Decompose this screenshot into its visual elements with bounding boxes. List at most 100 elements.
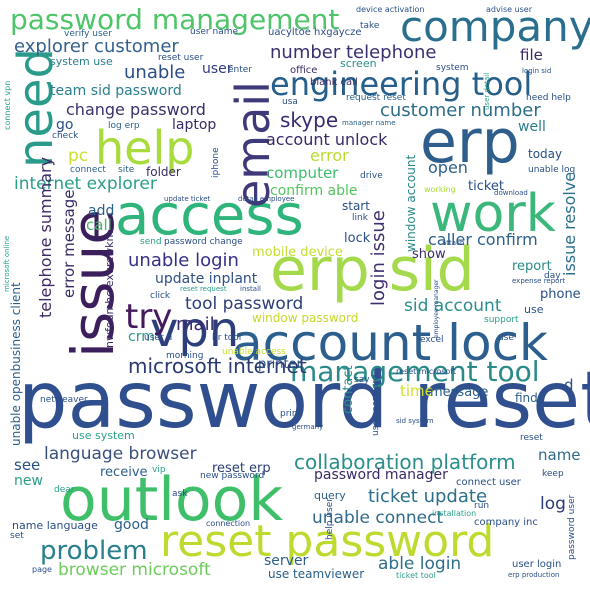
word-good: good	[114, 517, 149, 533]
word-netweaver: netweaver	[40, 395, 88, 405]
word-germany: germany	[292, 423, 324, 431]
word-page: page	[32, 565, 52, 574]
word-send: send	[140, 237, 162, 247]
word-attach: attach	[442, 239, 465, 247]
word-file: file	[520, 46, 543, 64]
word-problem: problem	[40, 536, 148, 566]
word-use-system: use system	[72, 429, 135, 442]
word-detail-employee: detail employee	[238, 195, 295, 203]
word-keep: keep	[542, 469, 564, 479]
word-mobile-device: mobile device	[252, 245, 343, 260]
word-receive: receive	[100, 465, 148, 480]
word-advise-user: advise user	[486, 5, 533, 14]
word-use: use	[524, 303, 544, 316]
word-window-account: window account	[404, 154, 418, 252]
word-new-password: new password	[200, 471, 265, 481]
word-manager-name: manager name	[342, 119, 396, 127]
word-company: company	[400, 2, 590, 51]
word-connection: connection	[206, 519, 251, 528]
word-management-tool: management tool	[290, 355, 540, 388]
word-message: message	[430, 385, 489, 400]
word-password-manager: password manager	[314, 467, 448, 483]
word-site: site	[118, 165, 135, 175]
word-query: query	[314, 489, 346, 502]
word-number-telephone: number telephone	[270, 42, 437, 63]
word-microsoft-online: microsoft online	[3, 235, 11, 292]
word-verify-user: verify user	[64, 29, 112, 39]
word-show: show	[412, 247, 446, 262]
word-unable-connect: unable connect	[312, 508, 444, 528]
word-system: system	[436, 63, 469, 73]
word-run: run	[474, 501, 490, 511]
word-open: open	[428, 158, 468, 177]
word-click: click	[150, 291, 171, 301]
word-internet-explorer: internet explorer	[14, 174, 157, 194]
word-ticket-update: ticket update	[368, 486, 488, 507]
word-screen: screen	[340, 57, 377, 70]
word-pc: pc	[68, 146, 89, 166]
word-use-2: use	[498, 333, 514, 343]
word-reset-microsoft: reset microsoft	[396, 367, 457, 376]
word-team-sid-password: team sid password	[50, 83, 182, 99]
word-enter: enter	[228, 65, 253, 75]
word-ticket-tool: ticket tool	[396, 571, 436, 580]
word-need-help: need help	[526, 93, 571, 103]
word-see: see	[14, 456, 41, 474]
word-connect-vpn: connect vpn	[3, 80, 12, 130]
word-print: print	[280, 409, 302, 419]
word-lock: lock	[344, 231, 371, 246]
word-laptop: laptop	[172, 117, 217, 133]
word-take: take	[360, 21, 380, 31]
word-unable: unable	[124, 62, 186, 83]
word-use-teamviewer: use teamviewer	[268, 567, 365, 581]
word-find: find	[515, 391, 538, 405]
word-confirm-able: confirm able	[270, 183, 358, 199]
word-go: go	[56, 117, 74, 133]
word-hr-tool: hr tool	[212, 333, 242, 343]
word-download: download	[494, 189, 528, 197]
word-log-erp: log erp	[108, 121, 140, 131]
word-crm: crm	[128, 329, 155, 345]
word-uacyltoe-hxgaycze: uacyltoe hxgaycze	[268, 27, 362, 38]
word-link: link	[352, 213, 368, 223]
word-computer: computer	[266, 164, 339, 182]
word-error-message: error message	[60, 189, 78, 299]
word-password-reset: password reset	[18, 356, 590, 446]
word-ticket: ticket	[468, 179, 505, 194]
word-help-user: help user	[325, 498, 335, 540]
word-password-user: password user	[567, 494, 577, 560]
word-company-inc: company inc	[474, 517, 538, 528]
word-login-sid: login sid	[522, 67, 552, 75]
word-telephone-summary: telephone summary	[36, 156, 55, 318]
word-report: report	[512, 259, 552, 274]
word-erp: erp	[420, 107, 520, 177]
word-tool-password: tool password	[185, 294, 304, 314]
word-iphone: iphone	[211, 147, 221, 178]
word-call: call	[86, 216, 112, 234]
word-erp-production: erp production	[508, 571, 560, 579]
word-user: user	[202, 61, 233, 77]
word-update-ticket: update ticket	[164, 195, 211, 203]
word-office: office	[290, 65, 318, 76]
word-name-language: name language	[12, 519, 98, 532]
word-well: well	[518, 119, 546, 135]
word-new: new	[14, 473, 43, 489]
word-unable-access: unable access	[222, 347, 286, 357]
word-d: d	[564, 376, 574, 394]
word-request-reset: request reset	[346, 93, 406, 103]
word-window-password: window password	[252, 311, 359, 325]
word-blank-call: blank call	[310, 77, 358, 88]
word-install: install	[240, 285, 261, 293]
word-today: today	[528, 147, 563, 161]
word-vpn: vpn	[150, 302, 240, 358]
word-language-browser: language browser	[44, 444, 197, 464]
word-morning: morning	[166, 351, 204, 361]
word-vip: vip	[152, 465, 166, 475]
word-collaboration-platform: collaboration platform	[294, 450, 516, 474]
word-contact: contact	[341, 365, 356, 414]
word-excel: excel	[420, 335, 444, 345]
word-skype: skype	[280, 108, 339, 132]
word-installation: installation	[432, 509, 477, 518]
word-login-issue: login issue	[368, 210, 389, 306]
